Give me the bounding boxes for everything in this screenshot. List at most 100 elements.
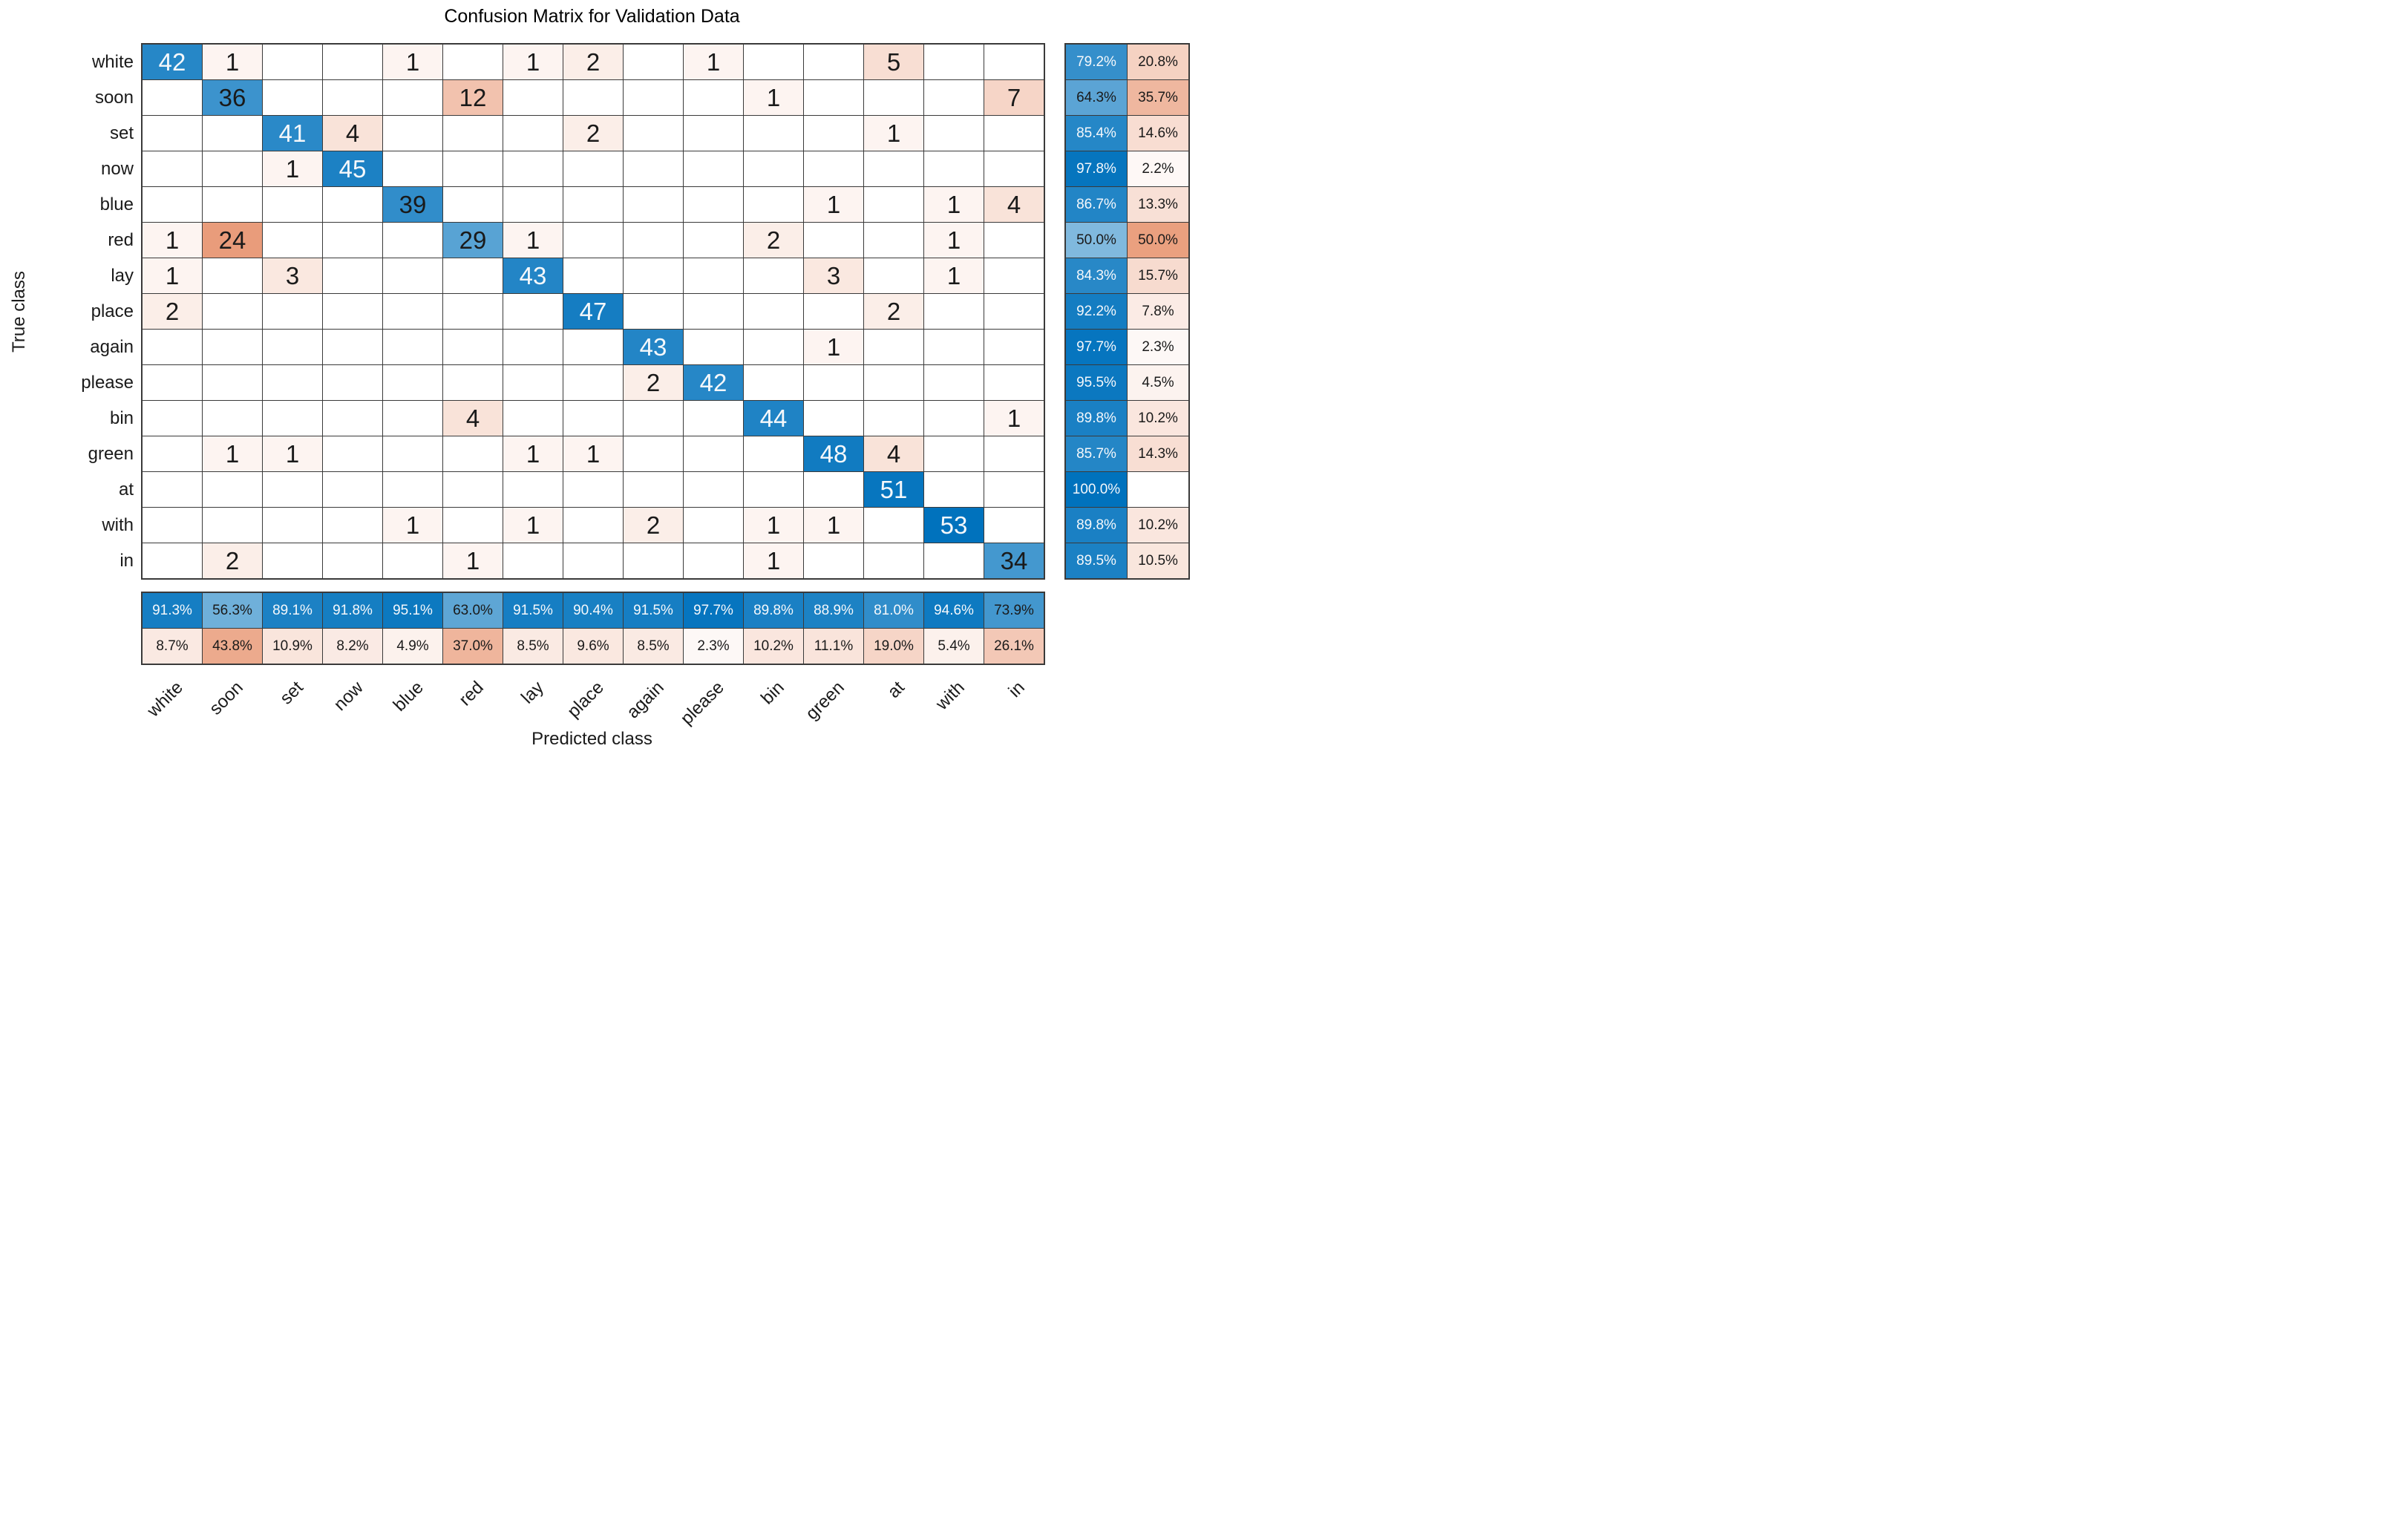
matrix-cell: [864, 330, 923, 364]
matrix-cell: [263, 508, 322, 543]
matrix-cell: [864, 401, 923, 436]
matrix-cell: [744, 365, 803, 400]
matrix-cell: [864, 187, 923, 222]
matrix-cell: [624, 80, 683, 115]
matrix-cell: [984, 151, 1044, 186]
matrix-cell: 4: [984, 187, 1044, 222]
matrix-cell: [563, 187, 623, 222]
matrix-cell: [624, 401, 683, 436]
column-summary-cell: 19.0%: [864, 629, 923, 664]
matrix-cell: [684, 294, 743, 329]
matrix-cell: [383, 401, 442, 436]
row-summary-cell: 10.2%: [1128, 401, 1188, 436]
matrix-cell: 1: [864, 116, 923, 151]
matrix-cell: [143, 436, 202, 471]
matrix-cell: 1: [503, 508, 563, 543]
matrix-cell: 2: [203, 543, 262, 578]
matrix-cell: [503, 543, 563, 578]
matrix-cell: 2: [563, 45, 623, 79]
row-summary-cell: 86.7%: [1066, 187, 1127, 222]
matrix-cell: [684, 116, 743, 151]
matrix-cell: 1: [684, 45, 743, 79]
matrix-cell: [203, 258, 262, 293]
matrix-cell: [503, 187, 563, 222]
matrix-cell: 2: [563, 116, 623, 151]
column-summary-cell: 88.9%: [804, 593, 863, 628]
matrix-cell: [924, 401, 984, 436]
matrix-cell: 1: [503, 223, 563, 258]
matrix-cell: [443, 330, 503, 364]
matrix-cell: 1: [744, 543, 803, 578]
column-summary-cell: 63.0%: [443, 593, 503, 628]
matrix-cell: [624, 223, 683, 258]
matrix-cell: [924, 80, 984, 115]
matrix-cell: [984, 223, 1044, 258]
matrix-cell: 5: [864, 45, 923, 79]
matrix-cell: [984, 508, 1044, 543]
matrix-cell: 1: [203, 45, 262, 79]
matrix-cell: [383, 472, 442, 507]
matrix-cell: [744, 294, 803, 329]
matrix-cell: [443, 45, 503, 79]
matrix-cell: [443, 258, 503, 293]
matrix-cell: 1: [263, 436, 322, 471]
matrix-cell: [864, 80, 923, 115]
matrix-cell: 48: [804, 436, 863, 471]
matrix-cell: [684, 187, 743, 222]
row-summary-cell: 100.0%: [1066, 472, 1127, 507]
matrix-cell: [323, 365, 382, 400]
matrix-cell: 1: [924, 187, 984, 222]
matrix-cell: 42: [684, 365, 743, 400]
matrix-cell: [143, 508, 202, 543]
matrix-cell: 1: [143, 223, 202, 258]
matrix-cell: [383, 330, 442, 364]
matrix-cell: [263, 45, 322, 79]
y-tick-labels: white soon set now blue red lay place again pleas…: [0, 45, 134, 579]
matrix-cell: 51: [864, 472, 923, 507]
matrix-cell: [864, 151, 923, 186]
matrix-cell: [323, 223, 382, 258]
row-summary-cell: 89.8%: [1066, 401, 1127, 436]
column-summary-cell: 91.5%: [624, 593, 683, 628]
matrix-cell: [383, 258, 442, 293]
matrix-cell: [323, 187, 382, 222]
matrix-cell: [563, 223, 623, 258]
matrix-cell: [323, 258, 382, 293]
confusion-matrix-figure: Confusion Matrix for Validation Data Tru…: [0, 0, 1204, 763]
matrix-cell: 45: [323, 151, 382, 186]
matrix-cell: [203, 401, 262, 436]
y-tick-label: bin: [109, 408, 134, 428]
matrix-cell: [383, 223, 442, 258]
column-summary-cell: 90.4%: [563, 593, 623, 628]
row-summary-cell: 95.5%: [1066, 365, 1127, 400]
matrix-cell: [924, 294, 984, 329]
matrix-cell: [383, 543, 442, 578]
column-summary-cell: 89.1%: [263, 593, 322, 628]
y-tick-label: in: [120, 551, 134, 571]
matrix-cell: [143, 187, 202, 222]
matrix-cell: 1: [744, 508, 803, 543]
row-summary-cell: 64.3%: [1066, 80, 1127, 115]
matrix-cell: [864, 543, 923, 578]
matrix-cell: [323, 436, 382, 471]
row-summary-cell: 14.3%: [1128, 436, 1188, 471]
matrix-cell: 3: [804, 258, 863, 293]
row-summary-cell: 35.7%: [1128, 80, 1188, 115]
column-summary-cell: 95.1%: [383, 593, 442, 628]
matrix-cell: [984, 45, 1044, 79]
y-tick-label: white: [91, 52, 134, 72]
matrix-cell: [624, 436, 683, 471]
column-summary-cell: 37.0%: [443, 629, 503, 664]
matrix-cell: [203, 187, 262, 222]
matrix-cell: 43: [624, 330, 683, 364]
row-summary-cell: 20.8%: [1128, 45, 1188, 79]
matrix-cell: [864, 365, 923, 400]
row-summary-cell: 89.8%: [1066, 508, 1127, 543]
matrix-cell: [203, 330, 262, 364]
column-summary-cell: 91.3%: [143, 593, 202, 628]
matrix-cell: 1: [804, 330, 863, 364]
matrix-cell: [263, 472, 322, 507]
column-summary-block: 91.3% 56.3% 89.1% 91.8% 95.1% 63.0% 91.5% 90.4%…: [141, 592, 1045, 665]
matrix-cell: 1: [563, 436, 623, 471]
matrix-cell: [924, 45, 984, 79]
